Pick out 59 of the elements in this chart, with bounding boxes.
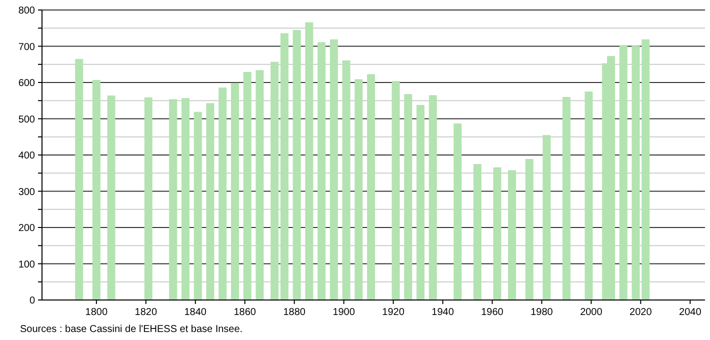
y-tick-label: 100: [18, 259, 36, 270]
bar: [194, 112, 202, 300]
bar: [280, 33, 288, 300]
bar: [330, 39, 338, 300]
bar: [367, 74, 376, 300]
bar: [632, 46, 640, 300]
y-tick-label: 800: [18, 6, 36, 16]
bar: [230, 82, 239, 300]
x-tick-label: 1940: [432, 307, 454, 318]
bar: [525, 158, 534, 300]
x-tick-label: 1960: [481, 307, 504, 318]
x-tick-label: 2040: [679, 307, 702, 318]
bar: [428, 95, 437, 300]
y-tick-label: 300: [18, 186, 36, 198]
bar: [416, 104, 425, 300]
x-tick-label: 1900: [332, 307, 356, 318]
bar: [508, 170, 516, 300]
x-tick-label: 2000: [580, 307, 603, 318]
x-tick-label: 1980: [530, 307, 554, 318]
x-tick-label: 1800: [85, 307, 108, 318]
bar: [107, 96, 116, 300]
bar: [342, 60, 350, 300]
x-tick-label: 1820: [134, 307, 158, 318]
bar: [92, 80, 100, 300]
bar: [305, 22, 314, 300]
bar: [619, 45, 628, 300]
bar: [642, 39, 650, 300]
bar: [404, 94, 412, 300]
bar: [318, 42, 326, 300]
y-tick-label: 200: [18, 223, 36, 234]
bar: [270, 62, 279, 300]
y-tick-label: 700: [18, 42, 36, 53]
bar: [542, 135, 551, 300]
bar: [584, 92, 593, 300]
x-tick-label: 1860: [234, 307, 256, 318]
bar: [206, 103, 214, 300]
x-tick-label: 2020: [630, 307, 652, 318]
bar: [169, 99, 178, 300]
x-tick-label: 1880: [283, 307, 306, 318]
x-tick-label: 1920: [382, 307, 405, 318]
bar: [218, 88, 227, 300]
x-tick-label: 1840: [184, 307, 207, 318]
bar: [243, 72, 252, 300]
source-note: Sources : base Cassini de l'EHESS et base Insee.: [20, 324, 243, 335]
bar: [256, 70, 264, 300]
bar: [354, 79, 363, 300]
bar: [562, 97, 570, 300]
bar: [181, 98, 190, 300]
bar: [144, 97, 152, 300]
y-tick-label: 500: [18, 114, 36, 126]
y-tick-label: 400: [18, 150, 36, 162]
y-tick-label: 0: [29, 296, 36, 306]
y-tick-label: 600: [18, 78, 36, 89]
bar: [493, 167, 502, 300]
bar: [75, 58, 84, 300]
bar: [473, 164, 482, 300]
bar: [392, 81, 400, 300]
bar: [292, 30, 301, 300]
bar: [454, 123, 462, 300]
